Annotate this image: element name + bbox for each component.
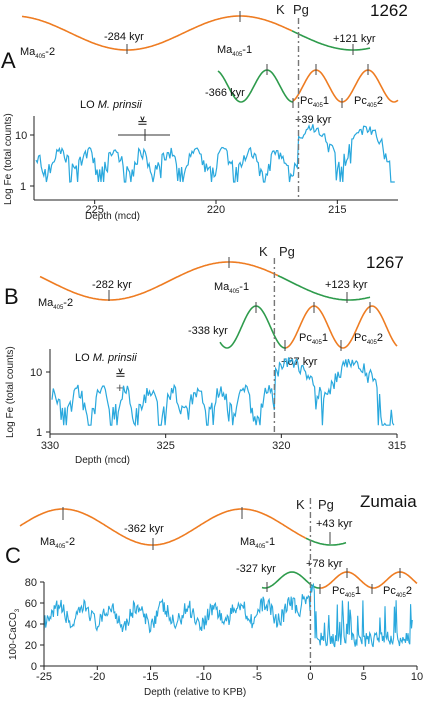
- panel-a: A 1262 -284 kyr +121 kyr Ma405-2 Ma405-1…: [1, 1, 408, 222]
- panel-a-y-ticklabel-10: 10: [15, 130, 27, 142]
- panel-b-upper-label-left: -282 kyr: [92, 279, 132, 291]
- panel-b-cycle-ma-1: Ma405-1: [214, 281, 249, 295]
- panel-c-x-ticklabel: -25: [36, 671, 52, 683]
- panel-b-pg-label: Pg: [279, 244, 295, 259]
- panel-a-y-ticklabel-1: 1: [20, 181, 26, 193]
- panel-c-lower-label-left: -327 kyr: [236, 563, 276, 575]
- panel-c-ylabel: 100-CaCO3: [8, 608, 21, 660]
- panel-c-k-label: K: [296, 497, 305, 512]
- panel-a-lo-marker: ≚: [137, 115, 148, 130]
- panel-b-lower-green-curve: [219, 305, 287, 349]
- panel-b-xlabel: Depth (mcd): [75, 455, 130, 466]
- panel-b-cycle-pc-1: Pc4051: [299, 332, 328, 346]
- panel-c-upper-label-left: -362 kyr: [124, 523, 164, 535]
- panel-c-upper-green-curve: [305, 537, 347, 546]
- panel-a-letter: A: [1, 48, 16, 73]
- panel-c-xlabel: Depth (relative to KPB): [144, 687, 246, 698]
- panel-b-fe-series: [51, 357, 395, 427]
- panel-a-x-ticklabel: 215: [328, 204, 346, 216]
- panel-c-pg-label: Pg: [318, 497, 334, 512]
- panel-a-upper-label-left: -284 kyr: [104, 31, 144, 43]
- panel-b-upper-label-right: +123 kyr: [325, 279, 368, 291]
- panel-c-y-ticklabel: 60: [25, 598, 37, 610]
- panel-b-lower-label-left: -338 kyr: [188, 325, 228, 337]
- panel-b-y-ticklabel-10: 10: [30, 367, 42, 379]
- panel-c-x-ticklabel: 0: [307, 671, 313, 683]
- panel-a-upper-orange-curve: [21, 15, 293, 51]
- panel-b-upper-green-curve: [277, 274, 371, 301]
- panel-c-x-ticklabel: 5: [361, 671, 367, 683]
- panel-c-x-ticklabel: -10: [196, 671, 212, 683]
- panel-b-ylabel: Log Fe (total counts): [5, 346, 16, 438]
- panel-c-x-ticklabel: 10: [411, 671, 423, 683]
- panel-c-site: Zumaia: [360, 492, 417, 511]
- panel-b-lo-label: LO M. prinsii: [75, 352, 137, 364]
- panel-a-x-ticklabel: 220: [207, 204, 225, 216]
- panel-a-lower-green-curve: [217, 69, 294, 103]
- panel-c-x-ticklabel: -20: [89, 671, 105, 683]
- panel-a-cycle-pc-1: Pc4051: [300, 95, 329, 109]
- panel-b-cycle-ma-2: Ma405-2: [38, 297, 73, 311]
- panel-c-lower-label-right: +78 kyr: [306, 558, 343, 570]
- panel-b-x-ticklabel: 325: [156, 440, 174, 452]
- panel-a-cycle-ma-2: Ma405-2: [20, 46, 55, 60]
- panel-a-k-label: K: [276, 2, 285, 17]
- panel-c-upper-label-right: +43 kyr: [316, 518, 353, 530]
- panel-a-xlabel: Depth (mcd): [85, 211, 140, 222]
- panel-a-site: 1262: [370, 1, 408, 20]
- panel-c-x-ticks: -25 -20 -15 -10 -5 0 5 10: [36, 666, 423, 683]
- panel-b-y-ticklabel-1: 1: [36, 427, 42, 439]
- panel-a-fe-series: [35, 124, 395, 183]
- panel-b: B 1267 -282 kyr +123 kyr Ma405-2 Ma405-1…: [4, 244, 406, 466]
- panel-c-y-ticklabel: 40: [25, 619, 37, 631]
- panel-b-letter: B: [4, 284, 19, 309]
- panel-a-upper-label-right: +121 kyr: [333, 33, 376, 45]
- panel-c-lower-orange-curve: [320, 571, 418, 589]
- panel-b-lo-cross: +: [116, 380, 124, 395]
- panel-a-lo-label: LO M. prinsii: [80, 99, 142, 111]
- panel-b-x-ticklabel: 330: [41, 440, 59, 452]
- panel-b-k-label: K: [259, 244, 268, 259]
- panel-c-cycle-ma-2: Ma405-2: [40, 536, 75, 550]
- panel-b-lo-marker: ≚: [115, 367, 126, 382]
- panel-c-cycle-pc-1: Pc4051: [332, 585, 361, 599]
- panel-c-y-ticklabel: 0: [31, 661, 37, 673]
- panel-a-lower-label-left: -366 kyr: [205, 87, 245, 99]
- panel-c-y-ticklabel: 20: [25, 640, 37, 652]
- panel-b-site: 1267: [366, 253, 404, 272]
- panel-a-cycle-pc-2: Pc4052: [354, 95, 383, 109]
- panel-b-upper-orange-curve: [39, 261, 279, 301]
- panel-a-lower-orange-curve: [292, 69, 399, 103]
- panel-a-pg-label: Pg: [293, 2, 309, 17]
- panel-c-upper-orange-curve: [19, 508, 307, 546]
- panel-a-upper-green-curve: [291, 30, 371, 51]
- panel-a-ylabel: Log Fe (total counts): [3, 113, 14, 205]
- panel-b-x-ticklabel: 320: [272, 440, 290, 452]
- panel-c-y-ticklabel: 80: [25, 577, 37, 589]
- panel-b-x-ticklabel: 315: [388, 440, 406, 452]
- panel-c-x-ticklabel: -15: [143, 671, 159, 683]
- panel-c-x-ticklabel: -5: [252, 671, 262, 683]
- panel-a-x-ticks: 225 220 215: [85, 200, 347, 216]
- panel-c: C Zumaia -362 kyr +43 kyr Ma405-2 Ma405-…: [5, 492, 423, 698]
- panel-c-y-ticks: 0 20 40 60 80: [25, 577, 44, 673]
- panel-b-cycle-pc-2: Pc4052: [354, 332, 383, 346]
- panel-a-cycle-ma-1: Ma405-1: [217, 44, 252, 58]
- panel-c-cycle-pc-2: Pc4052: [383, 585, 412, 599]
- panel-b-x-ticks: 330 325 320 315: [41, 434, 406, 452]
- panel-c-letter: C: [5, 543, 21, 568]
- panel-c-cycle-ma-1: Ma405-1: [240, 536, 275, 550]
- panel-a-x-ticklabel: 225: [85, 204, 103, 216]
- panel-a-lower-label-right: +39 kyr: [295, 114, 332, 126]
- panel-c-caco3-series: [43, 582, 413, 648]
- panel-b-lower-label-right: +67 kyr: [281, 356, 318, 368]
